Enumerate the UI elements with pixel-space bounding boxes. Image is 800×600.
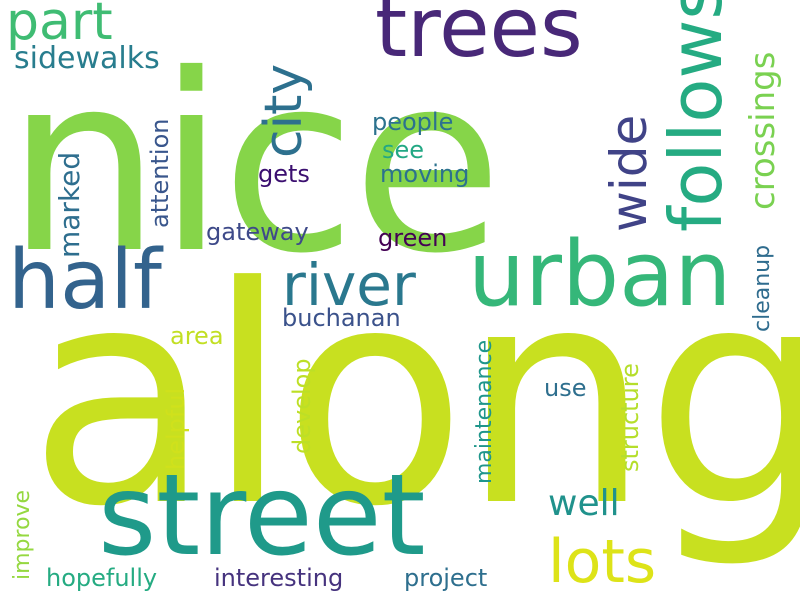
word-gateway: gateway [206, 218, 309, 246]
word-buchanan: buchanan [282, 304, 401, 332]
word-trees: trees [375, 0, 583, 76]
word-develop: develop [288, 358, 316, 454]
word-half: half [8, 233, 162, 328]
word-nice: nice [6, 22, 503, 307]
word-wide: wide [600, 114, 658, 232]
word-moving: moving [380, 160, 470, 188]
word-lots: follows [654, 0, 738, 232]
word-area: area [170, 322, 224, 350]
word-people: people [372, 108, 454, 136]
word-improve: improve [10, 489, 35, 580]
word-interesting: interesting [214, 564, 344, 592]
word-part: part [6, 0, 113, 52]
word-attention: attention [146, 118, 174, 228]
word-helpful: helpful [162, 387, 190, 470]
word-urban: urban [468, 222, 732, 327]
word-street: street [98, 451, 426, 581]
word-green: green [378, 224, 448, 252]
word-project: project [404, 564, 488, 592]
word-crossings: crossings [743, 51, 783, 210]
word-well: well [548, 483, 620, 524]
word-gets: gets [258, 160, 310, 188]
word-marked: marked [53, 151, 86, 258]
word-maintenance: maintenance [472, 339, 497, 484]
word-follows: lots [548, 527, 657, 597]
word-sidewalks: sidewalks [14, 41, 160, 76]
word-city: city [254, 63, 314, 158]
word-hopefully: hopefully [46, 564, 158, 592]
word-river: river [282, 251, 416, 319]
word-cleanup: cleanup [750, 244, 775, 332]
word-along: along [28, 223, 800, 572]
word-structure: structure [616, 363, 644, 472]
word-see: see [382, 136, 425, 164]
word-use: use [544, 374, 587, 402]
